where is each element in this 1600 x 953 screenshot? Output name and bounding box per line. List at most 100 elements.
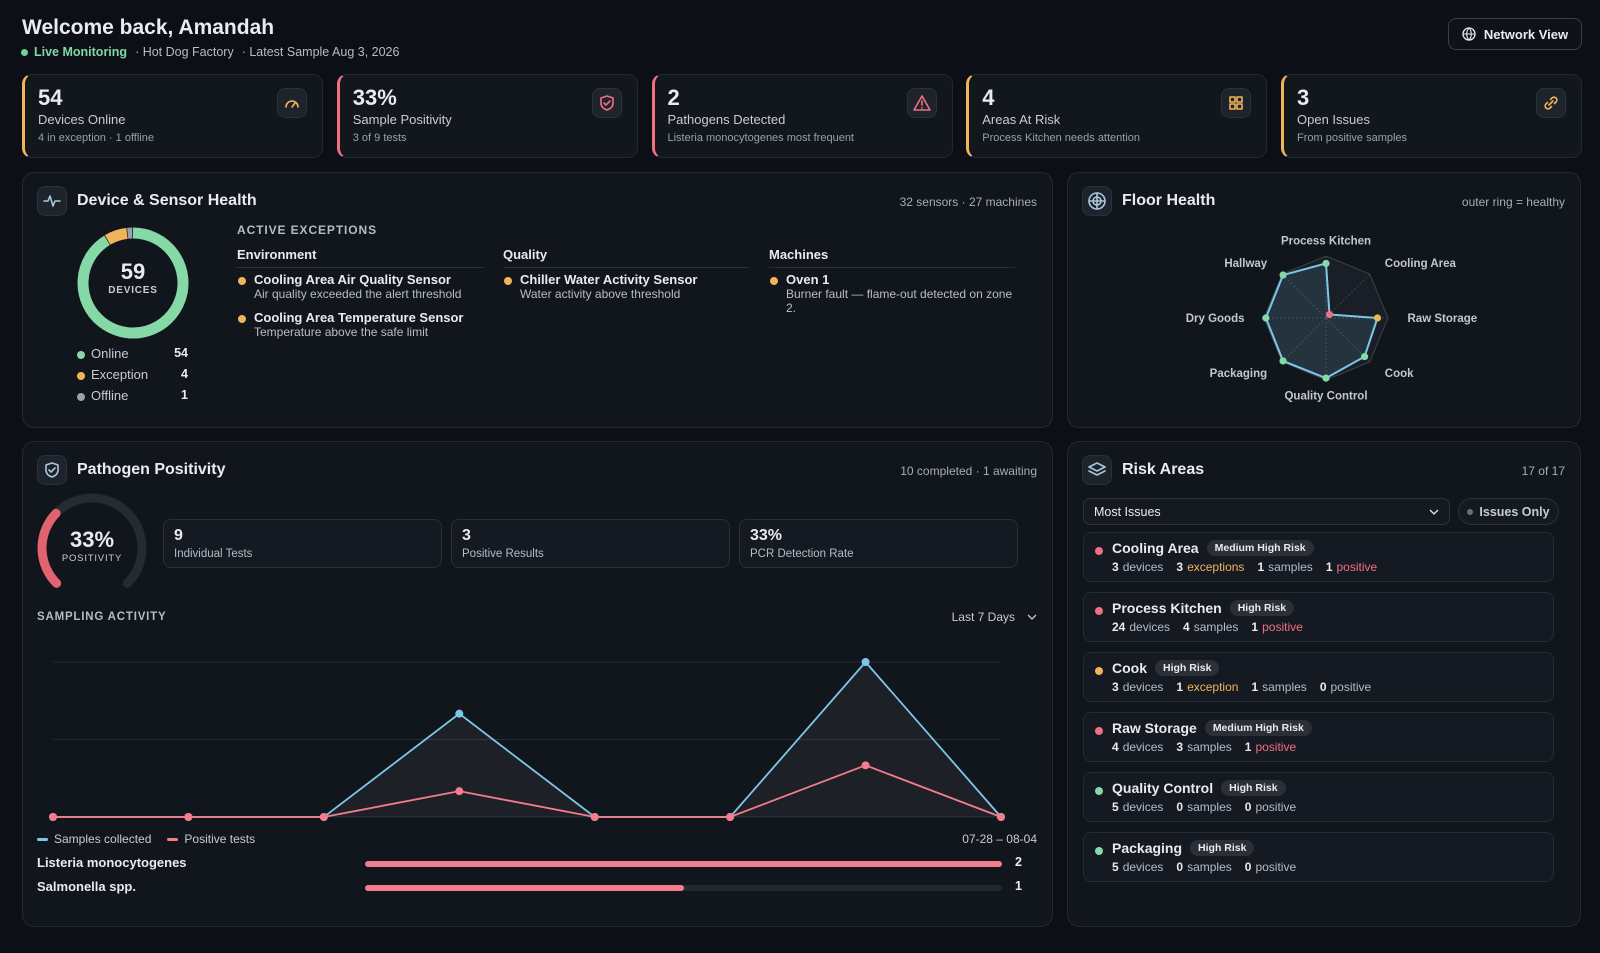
radar-axis-label: Hallway: [1224, 258, 1267, 270]
kpi-icon: [906, 88, 937, 118]
status-label: Live Monitoring: [34, 45, 128, 59]
risk-area-name: Process Kitchen: [1112, 600, 1222, 616]
risk-stat: 0 samples: [1176, 800, 1231, 814]
kpi-card: 4 Areas At Risk Process Kitchen needs atte…: [966, 74, 1268, 158]
stat-label: positive: [1336, 560, 1378, 574]
graphic: [77, 227, 189, 339]
point: [455, 709, 464, 718]
risk-title-row: Process Kitchen High Risk: [1112, 600, 1295, 616]
point: [726, 813, 735, 821]
device-health-panel: Device & Sensor Health 32 sensors · 27 ma…: [22, 172, 1053, 428]
radar-point: [1360, 352, 1369, 361]
risk-area-item[interactable]: Raw Storage Medium High Risk 4 devices 3 samp…: [1083, 712, 1554, 762]
radar-point: [1373, 314, 1382, 322]
exception-dot: [238, 277, 246, 285]
risk-badge: High Risk: [1155, 660, 1220, 676]
risk-badge: Medium High Risk: [1204, 720, 1312, 736]
network-view-button[interactable]: Network View: [1448, 18, 1582, 50]
line: [53, 764, 1002, 818]
stat-label: PCR Detection Rate: [750, 548, 854, 560]
stat-label: devices: [1122, 740, 1164, 754]
risk-dot: [1095, 667, 1103, 675]
risk-stat: 5 devices: [1112, 800, 1163, 814]
kpi-label: Pathogens Detected: [667, 112, 786, 127]
risk-dot: [1095, 607, 1103, 615]
sort-select[interactable]: Most Issues: [1083, 498, 1450, 525]
panel-meta: outer ring = healthy: [1461, 195, 1565, 209]
graphic: [37, 493, 1005, 821]
risk-areas-panel: Risk Areas 17 of 17 Most Issues Issues Only…: [1067, 441, 1581, 927]
icon-glyph: [285, 100, 299, 108]
stat-count: 1: [1251, 620, 1259, 634]
legend-value: 4: [181, 367, 188, 381]
floor-health-panel: Floor Health outer ring = healthy Process …: [1067, 172, 1581, 428]
kpi-detail: 3 of 9 tests: [352, 132, 407, 144]
stat-count: 4: [1183, 620, 1190, 634]
risk-area-item[interactable]: Quality Control High Risk 5 devices 0 samples…: [1083, 772, 1554, 822]
stat-box: 3 Positive Results: [451, 519, 730, 568]
radar-axis-label: Cooling Area: [1385, 258, 1457, 270]
risk-stat: 24 devices: [1112, 620, 1170, 634]
point: [319, 813, 328, 821]
stat-count: 24: [1112, 620, 1126, 634]
risk-stat: 1 positive: [1326, 560, 1377, 574]
stat-label: samples: [1268, 560, 1313, 574]
risk-area-item[interactable]: Packaging High Risk 5 devices 0 samples 0 posit…: [1083, 832, 1554, 882]
stat-count: 1: [1244, 740, 1252, 754]
risk-area-item[interactable]: Cook High Risk 3 devices 1 exception 1 samples 0…: [1083, 652, 1554, 702]
risk-stat: 0 positive: [1245, 860, 1296, 874]
donut-caption: DEVICES: [108, 285, 158, 296]
kpi-value: 4: [982, 85, 995, 110]
organism-value: 1: [1015, 879, 1022, 893]
facility: · Hot Dog Factory: [135, 45, 234, 59]
panel-icon: [1082, 186, 1112, 216]
exception-group-title: Machines: [769, 247, 1015, 268]
period-select[interactable]: Last 7 Days: [952, 610, 1037, 624]
chevron-path: [1027, 614, 1037, 620]
globe-icon: [1462, 27, 1476, 41]
risk-title-row: Raw Storage Medium High Risk: [1112, 720, 1312, 736]
legend-swatch: [37, 837, 48, 841]
stat-label: devices: [1122, 560, 1164, 574]
risk-stats: 24 devices 4 samples 1 positive: [1112, 620, 1303, 634]
icon-path: [1088, 192, 1106, 210]
stat-label: positive: [1255, 740, 1297, 754]
kpi-icon: [277, 88, 307, 118]
exception-detail: Water activity above threshold: [520, 287, 681, 301]
stat-count: 0: [1319, 680, 1327, 694]
risk-stat: 3 devices: [1112, 680, 1163, 694]
risk-stats: 4 devices 3 samples 1 positive: [1112, 740, 1296, 754]
kpi-value: 3: [1297, 85, 1310, 110]
legend-label: Samples collected: [54, 832, 152, 846]
icon-glyph: [45, 462, 59, 478]
stat-label: positive: [1255, 860, 1297, 874]
stat-count: 3: [1112, 560, 1119, 574]
risk-stat: 3 samples: [1176, 740, 1231, 754]
stat-count: 3: [1176, 740, 1184, 754]
panel-meta: 32 sensors · 27 machines: [899, 195, 1037, 209]
panel-icon: [37, 186, 67, 216]
panel-title: Device & Sensor Health: [77, 192, 257, 209]
stat-count: 4: [1112, 740, 1119, 754]
risk-stat: 0 positive: [1320, 680, 1371, 694]
point: [590, 813, 599, 821]
panel-title: Floor Health: [1122, 192, 1216, 209]
panel-meta: 17 of 17: [1521, 464, 1565, 478]
stat-label: samples: [1187, 800, 1232, 814]
risk-area-name: Quality Control: [1112, 780, 1214, 796]
risk-area-item[interactable]: Cooling Area Medium High Risk 3 devices 3 exc…: [1083, 532, 1554, 582]
icon-path: [45, 462, 59, 478]
gauge-fill: [37, 508, 62, 588]
stat-count: 3: [1112, 680, 1119, 694]
gauge-value: 33%: [69, 527, 115, 552]
exceptions-heading: ACTIVE EXCEPTIONS: [237, 223, 377, 237]
point: [997, 813, 1005, 821]
risk-area-item[interactable]: Process Kitchen High Risk 24 devices 4 sample…: [1083, 592, 1554, 642]
risk-title-row: Cooling Area Medium High Risk: [1112, 540, 1314, 556]
risk-stats: 5 devices 0 samples 0 positive: [1112, 860, 1296, 874]
radar-axis-label: Packaging: [1210, 368, 1268, 380]
risk-stat: 0 samples: [1176, 860, 1231, 874]
risk-stats: 3 devices 3 exceptions 1 samples 1 positive: [1112, 560, 1377, 574]
issues-only-toggle[interactable]: Issues Only: [1458, 498, 1559, 525]
